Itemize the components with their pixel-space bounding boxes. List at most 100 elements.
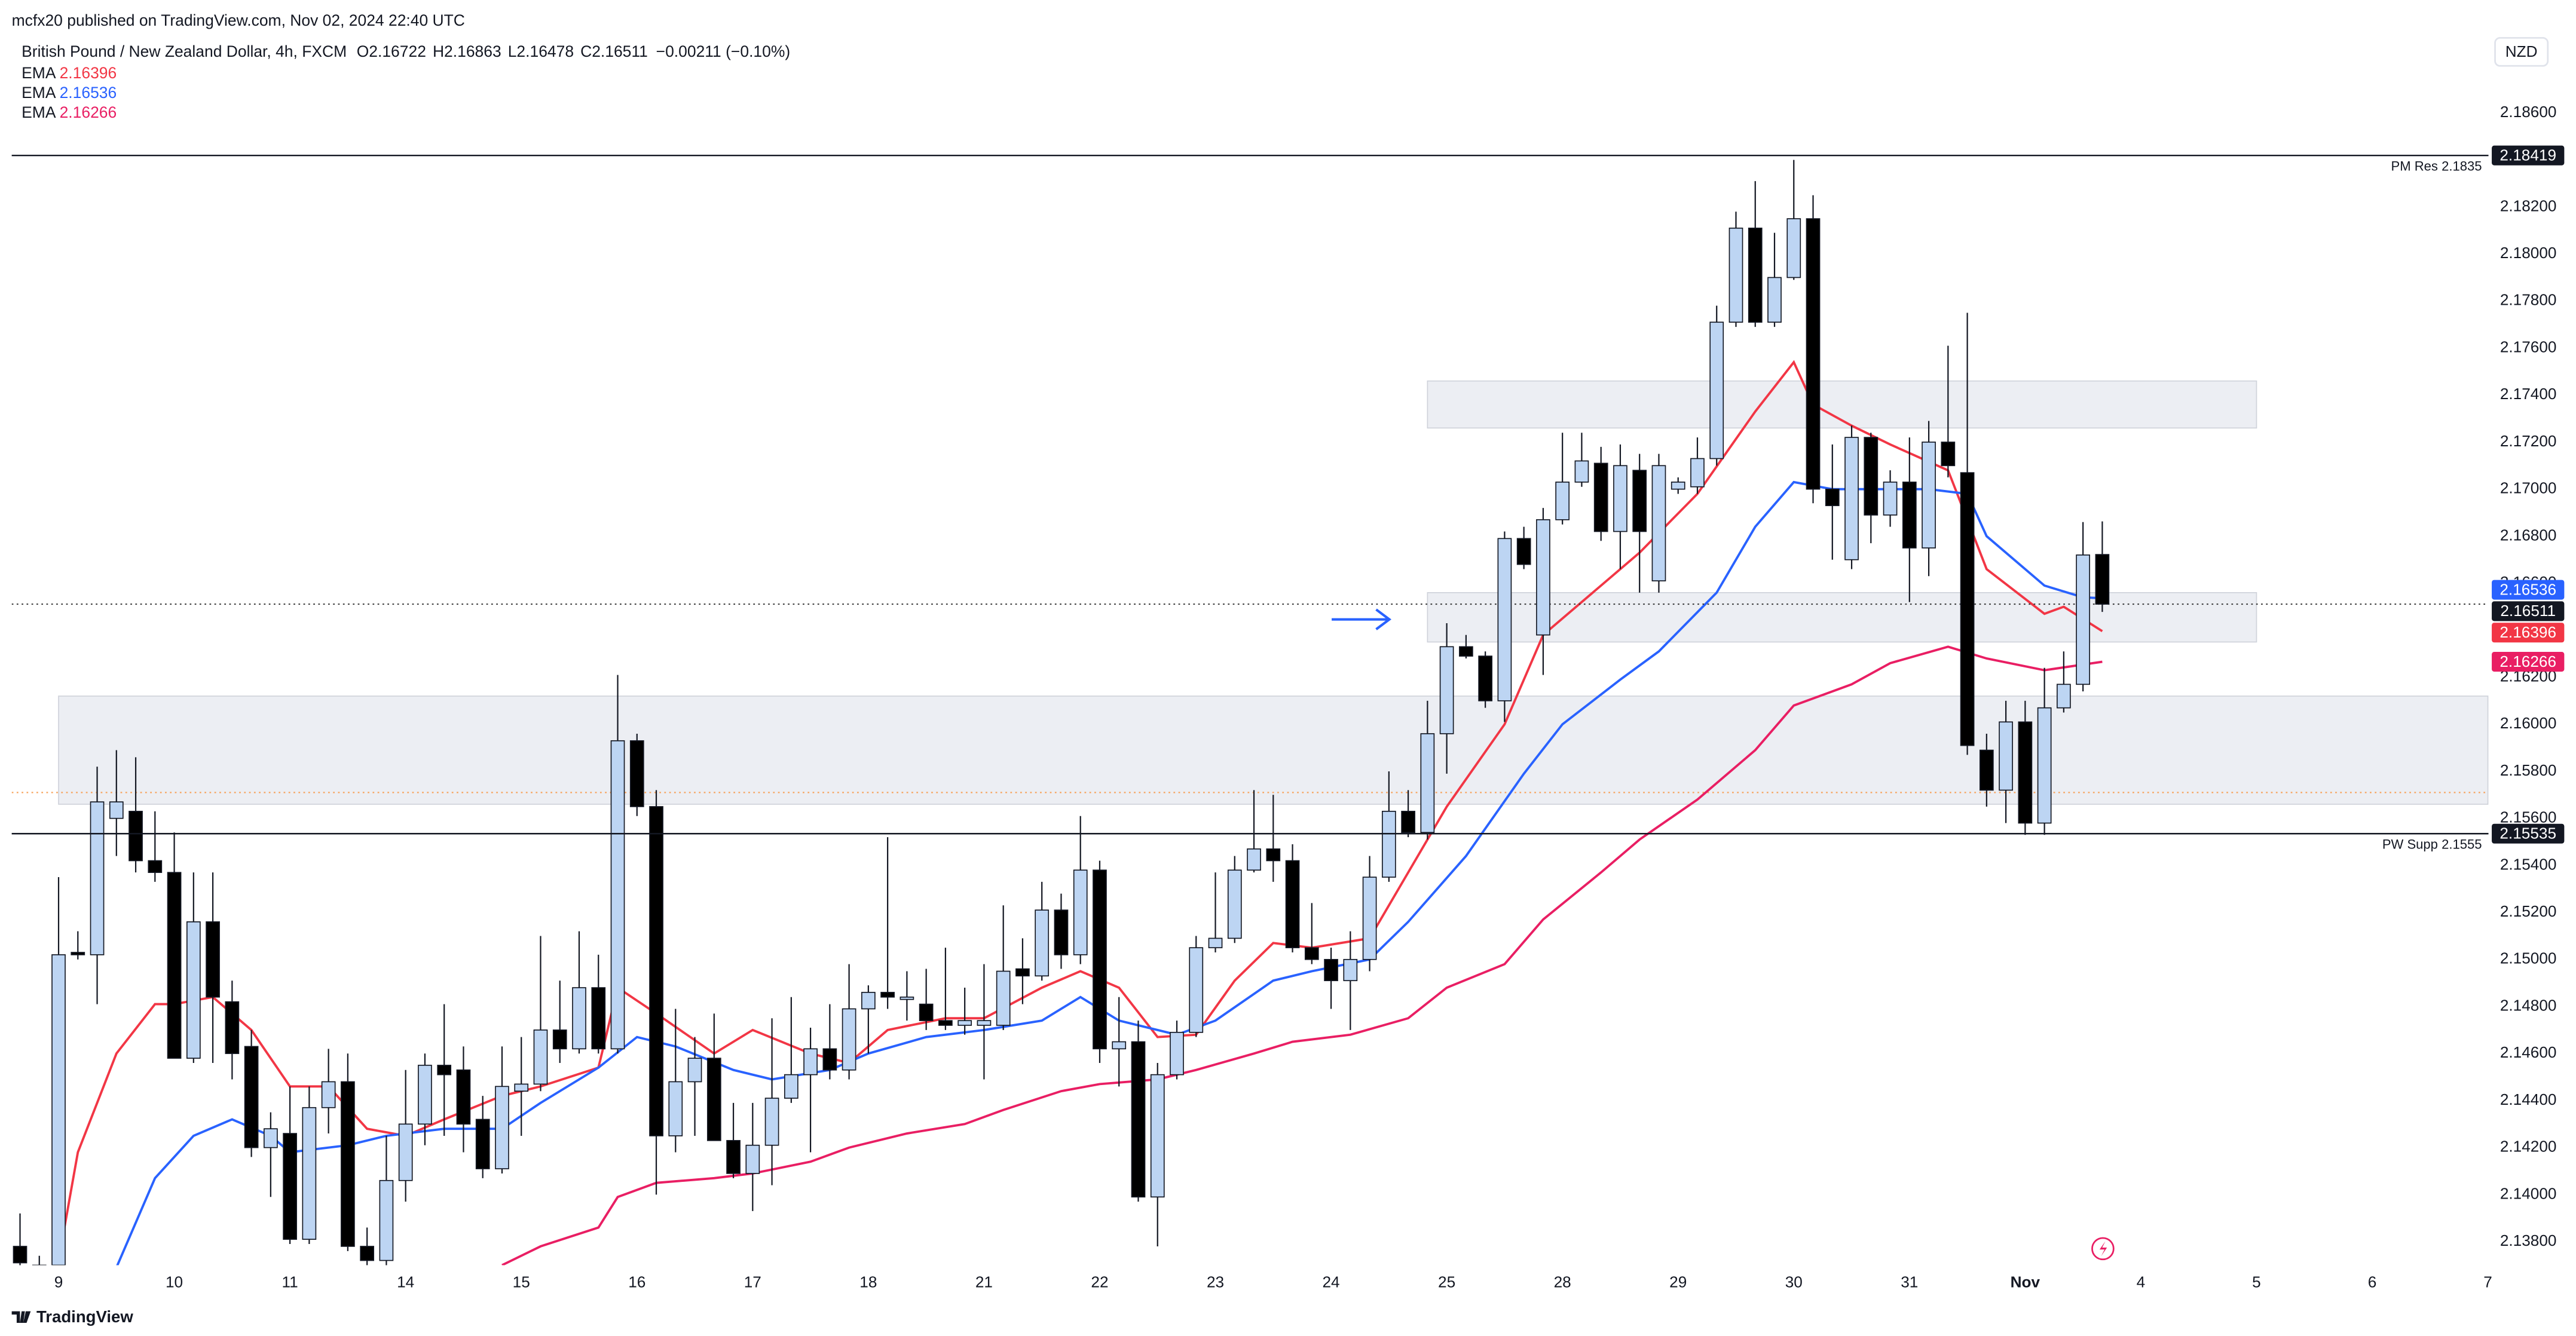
candle-body bbox=[2076, 554, 2091, 685]
ohlc-prefix: O bbox=[357, 42, 369, 60]
candle-body bbox=[167, 872, 182, 1059]
candle-body bbox=[514, 1083, 529, 1092]
candle-body bbox=[1073, 869, 1088, 955]
lightning-icon[interactable] bbox=[2091, 1237, 2115, 1261]
x-tick-label: 10 bbox=[166, 1273, 183, 1291]
candle-body bbox=[861, 992, 876, 1010]
candle-body bbox=[71, 952, 85, 955]
y-tick-label: 2.17200 bbox=[2500, 432, 2557, 450]
level-label: PW Supp 2.1555 bbox=[2382, 836, 2482, 851]
candle-body bbox=[148, 860, 163, 874]
candle-body bbox=[996, 970, 1011, 1026]
candle-body bbox=[1690, 458, 1705, 488]
icon-bolt[interactable] bbox=[2099, 1241, 2107, 1257]
plot-area bbox=[11, 160, 2489, 1265]
candle-body bbox=[1150, 1074, 1165, 1198]
candle-body bbox=[1651, 465, 1666, 581]
symbol-line: British Pound / New Zealand Dollar, 4h, … bbox=[22, 42, 790, 60]
ohlc-value: 2.16511 bbox=[592, 42, 648, 60]
ohlc-prefix: L bbox=[508, 42, 517, 60]
candle-body bbox=[283, 1133, 297, 1240]
candle-body bbox=[803, 1048, 818, 1075]
y-tick-label: 2.15000 bbox=[2500, 949, 2557, 967]
candle-body bbox=[1266, 848, 1281, 862]
candle-body bbox=[206, 921, 220, 998]
x-tick-label: 31 bbox=[1901, 1273, 1918, 1291]
candle-body bbox=[1632, 470, 1647, 532]
candle-body bbox=[1227, 869, 1242, 939]
candle-body bbox=[591, 987, 606, 1050]
y-tick-label: 2.15600 bbox=[2500, 808, 2557, 826]
x-tick-label: 22 bbox=[1091, 1273, 1108, 1291]
candle-body bbox=[2018, 721, 2033, 824]
brand[interactable]: TradingView bbox=[36, 1307, 133, 1326]
candle-body bbox=[1786, 218, 1801, 278]
author-line: mcfx20 published on TradingView.com, Nov… bbox=[12, 11, 465, 29]
brand-logo[interactable]: TradingView bbox=[11, 1307, 134, 1326]
logo-mark[interactable] bbox=[11, 1311, 31, 1323]
symbol: British Pound / New Zealand Dollar, 4h, … bbox=[22, 42, 347, 60]
candle-body bbox=[1208, 937, 1223, 948]
candle-body bbox=[1439, 646, 1454, 734]
candle-body bbox=[51, 954, 66, 1265]
candle-body bbox=[1420, 733, 1435, 834]
candle-body bbox=[668, 1081, 683, 1136]
y-tick-label: 2.14400 bbox=[2500, 1090, 2557, 1108]
candle-body bbox=[1864, 437, 1879, 516]
x-tick-label: 21 bbox=[975, 1273, 993, 1291]
y-tick-label: 2.18000 bbox=[2500, 244, 2557, 262]
price-box bbox=[2492, 601, 2565, 621]
candle-body bbox=[1902, 482, 1917, 549]
candle-body bbox=[610, 740, 625, 1050]
price-box bbox=[2492, 623, 2565, 643]
candle-body bbox=[900, 996, 914, 1000]
currency[interactable]: NZD bbox=[2505, 42, 2538, 60]
candle-body bbox=[456, 1069, 471, 1125]
y-tick-label: 2.14600 bbox=[2500, 1043, 2557, 1061]
x-tick-label: 11 bbox=[282, 1273, 298, 1291]
candle-body bbox=[1459, 646, 1473, 657]
candle-body bbox=[225, 1001, 240, 1055]
candle-body bbox=[1825, 488, 1840, 507]
candle-body bbox=[379, 1179, 394, 1261]
candle-body bbox=[1362, 877, 1377, 960]
candle-body bbox=[129, 811, 143, 862]
arrow-drawing bbox=[1332, 608, 1392, 630]
price-box-label: 2.16266 bbox=[2499, 652, 2556, 670]
candle-body bbox=[495, 1086, 509, 1169]
ema-legend-name: EMA bbox=[22, 103, 56, 121]
candle-body bbox=[418, 1065, 432, 1125]
currency-box[interactable] bbox=[2494, 37, 2549, 67]
candle-body bbox=[1093, 869, 1107, 1050]
x-tick-label: 30 bbox=[1785, 1273, 1803, 1291]
y-tick-label: 2.14200 bbox=[2500, 1138, 2557, 1156]
candle-body bbox=[2057, 684, 2071, 709]
candle-body bbox=[1613, 465, 1627, 532]
zone bbox=[1427, 592, 2257, 643]
y-tick-label: 2.15800 bbox=[2500, 761, 2557, 779]
y-tick-label: 2.15400 bbox=[2500, 855, 2557, 873]
ohlc-value: 2.16478 bbox=[516, 42, 574, 60]
candle-body bbox=[2095, 554, 2110, 605]
candle-body bbox=[1999, 721, 2013, 791]
ema-legend-value: 2.16266 bbox=[60, 103, 117, 121]
candle-body bbox=[784, 1074, 799, 1099]
candle-body bbox=[1015, 968, 1030, 977]
candle-body bbox=[1343, 958, 1358, 982]
y-tick-label: 2.14000 bbox=[2500, 1184, 2557, 1202]
candle-body bbox=[764, 1098, 779, 1146]
y-tick-label: 2.17600 bbox=[2500, 338, 2557, 356]
candle-body bbox=[919, 1003, 934, 1021]
y-tick-label: 2.18600 bbox=[2500, 103, 2557, 121]
price-box-label: 2.16536 bbox=[2499, 580, 2556, 598]
candle-body bbox=[244, 1046, 259, 1148]
candle-body bbox=[938, 1020, 953, 1026]
candle-body bbox=[1112, 1041, 1127, 1050]
candle-body bbox=[1671, 482, 1685, 490]
candle-body bbox=[726, 1140, 741, 1174]
candle-body bbox=[1324, 958, 1338, 982]
ohlc-value: 2.16722 bbox=[369, 42, 426, 60]
ohlc-prefix: C bbox=[580, 42, 592, 60]
candle-body bbox=[2037, 707, 2052, 824]
